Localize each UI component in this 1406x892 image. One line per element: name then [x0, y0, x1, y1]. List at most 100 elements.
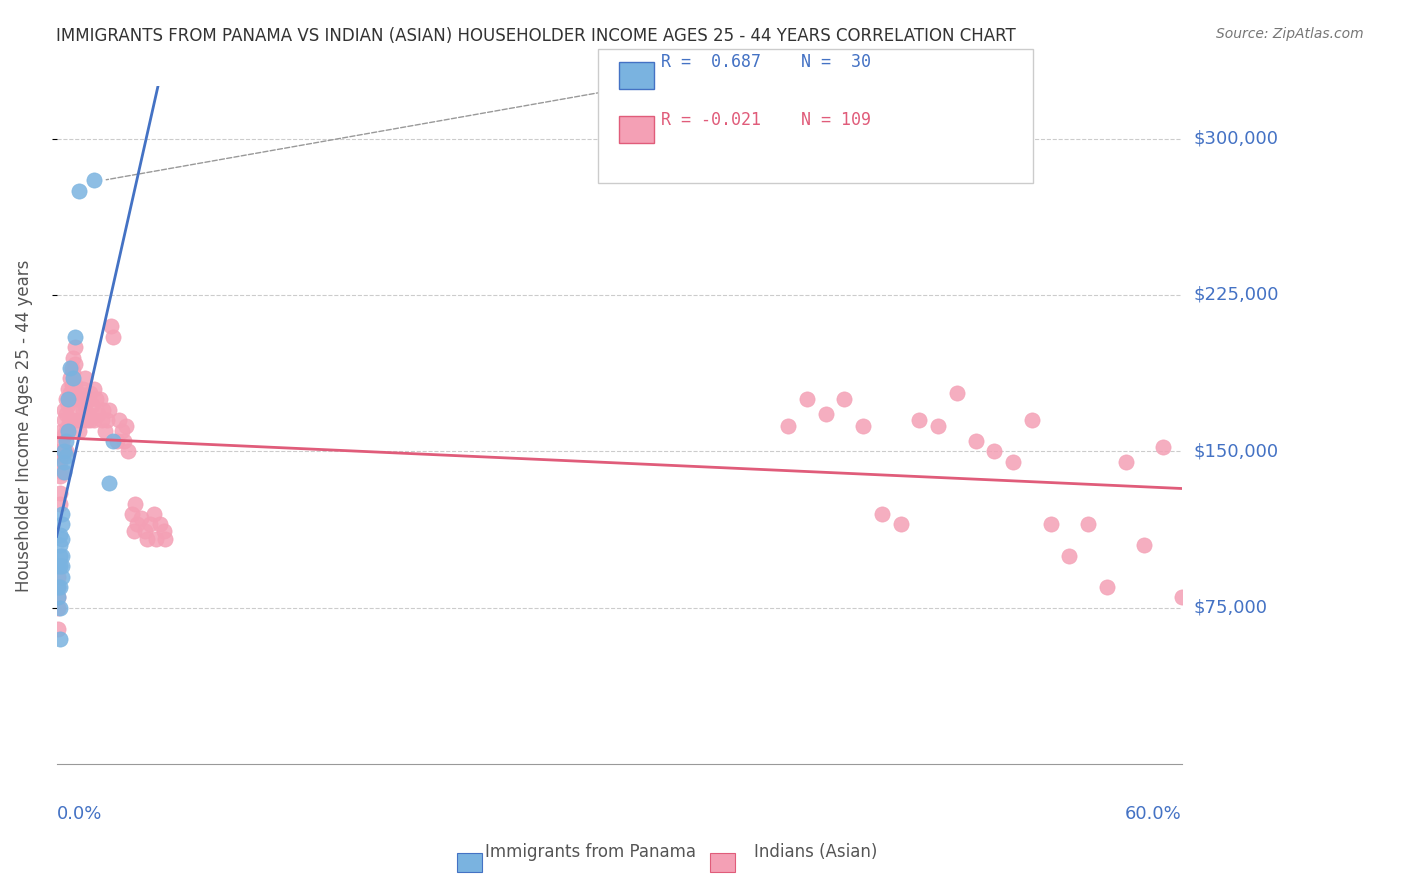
Text: Immigrants from Panama: Immigrants from Panama — [485, 843, 696, 861]
Point — [60, 377, 83, 392]
Point — [56, 399, 79, 413]
Point — [55, 434, 77, 448]
Point — [51, 549, 73, 563]
Point — [53, 465, 76, 479]
Point — [1039, 517, 1062, 532]
Point — [49, 580, 72, 594]
Y-axis label: Householder Income Ages 25 - 44 years: Householder Income Ages 25 - 44 years — [15, 260, 32, 591]
Point — [852, 419, 875, 434]
Point — [67, 402, 90, 417]
Point — [1171, 591, 1194, 605]
Text: R = -0.021    N = 109: R = -0.021 N = 109 — [661, 112, 870, 129]
Point — [51, 532, 73, 546]
Point — [814, 407, 837, 421]
Point — [77, 392, 100, 407]
Point — [62, 365, 84, 379]
Point — [96, 413, 118, 427]
Point — [55, 449, 77, 463]
Point — [66, 413, 89, 427]
Point — [1189, 517, 1212, 532]
Point — [51, 559, 73, 574]
Point — [55, 392, 77, 407]
Point — [946, 386, 969, 401]
Point — [112, 434, 135, 448]
Point — [79, 386, 101, 401]
Point — [143, 507, 166, 521]
Point — [1152, 440, 1174, 454]
Point — [48, 569, 70, 583]
Point — [1095, 580, 1118, 594]
Text: IMMIGRANTS FROM PANAMA VS INDIAN (ASIAN) HOUSEHOLDER INCOME AGES 25 - 44 YEARS C: IMMIGRANTS FROM PANAMA VS INDIAN (ASIAN)… — [56, 27, 1017, 45]
Text: Source: ZipAtlas.com: Source: ZipAtlas.com — [1216, 27, 1364, 41]
Point — [107, 413, 129, 427]
Text: 60.0%: 60.0% — [1125, 805, 1182, 823]
Point — [1002, 455, 1025, 469]
Point — [83, 413, 105, 427]
Point — [89, 392, 111, 407]
Point — [127, 517, 149, 532]
Point — [53, 413, 76, 427]
Point — [55, 424, 77, 438]
Point — [90, 413, 112, 427]
Point — [111, 424, 134, 438]
Point — [796, 392, 818, 407]
Point — [122, 524, 145, 538]
Point — [51, 465, 73, 479]
Point — [1133, 538, 1156, 552]
Point — [59, 371, 82, 385]
Point — [49, 632, 72, 646]
Point — [834, 392, 856, 407]
Point — [56, 382, 79, 396]
Point — [56, 392, 79, 407]
Point — [49, 486, 72, 500]
Point — [72, 402, 94, 417]
Point — [48, 580, 70, 594]
Point — [155, 532, 177, 546]
Point — [101, 329, 124, 343]
Point — [59, 386, 82, 401]
Point — [67, 386, 90, 401]
Point — [56, 424, 79, 438]
Point — [121, 507, 143, 521]
Point — [77, 407, 100, 421]
Point — [1077, 517, 1099, 532]
Point — [1021, 413, 1043, 427]
Point — [60, 413, 83, 427]
Point — [65, 329, 87, 343]
Point — [135, 532, 157, 546]
Point — [776, 419, 799, 434]
Point — [59, 413, 82, 427]
Point — [76, 413, 98, 427]
Point — [62, 371, 84, 385]
Point — [87, 407, 110, 421]
Point — [94, 424, 117, 438]
Text: 0.0%: 0.0% — [56, 805, 103, 823]
Point — [1059, 549, 1081, 563]
Point — [965, 434, 987, 448]
Point — [908, 413, 931, 427]
Point — [70, 413, 93, 427]
Point — [72, 382, 94, 396]
Point — [51, 517, 73, 532]
Point — [134, 524, 156, 538]
Point — [62, 386, 84, 401]
Point — [115, 419, 138, 434]
Point — [83, 173, 105, 187]
Point — [117, 444, 139, 458]
Point — [49, 469, 72, 483]
Point — [1115, 455, 1137, 469]
Point — [73, 371, 96, 385]
Point — [48, 580, 70, 594]
Point — [65, 377, 87, 392]
Point — [49, 600, 72, 615]
Point — [60, 392, 83, 407]
Text: $225,000: $225,000 — [1194, 286, 1278, 304]
Point — [145, 532, 167, 546]
Point — [101, 434, 124, 448]
Point — [870, 507, 893, 521]
Point — [53, 427, 76, 442]
Point — [65, 340, 87, 354]
Point — [48, 600, 70, 615]
Point — [98, 402, 121, 417]
Point — [67, 424, 90, 438]
